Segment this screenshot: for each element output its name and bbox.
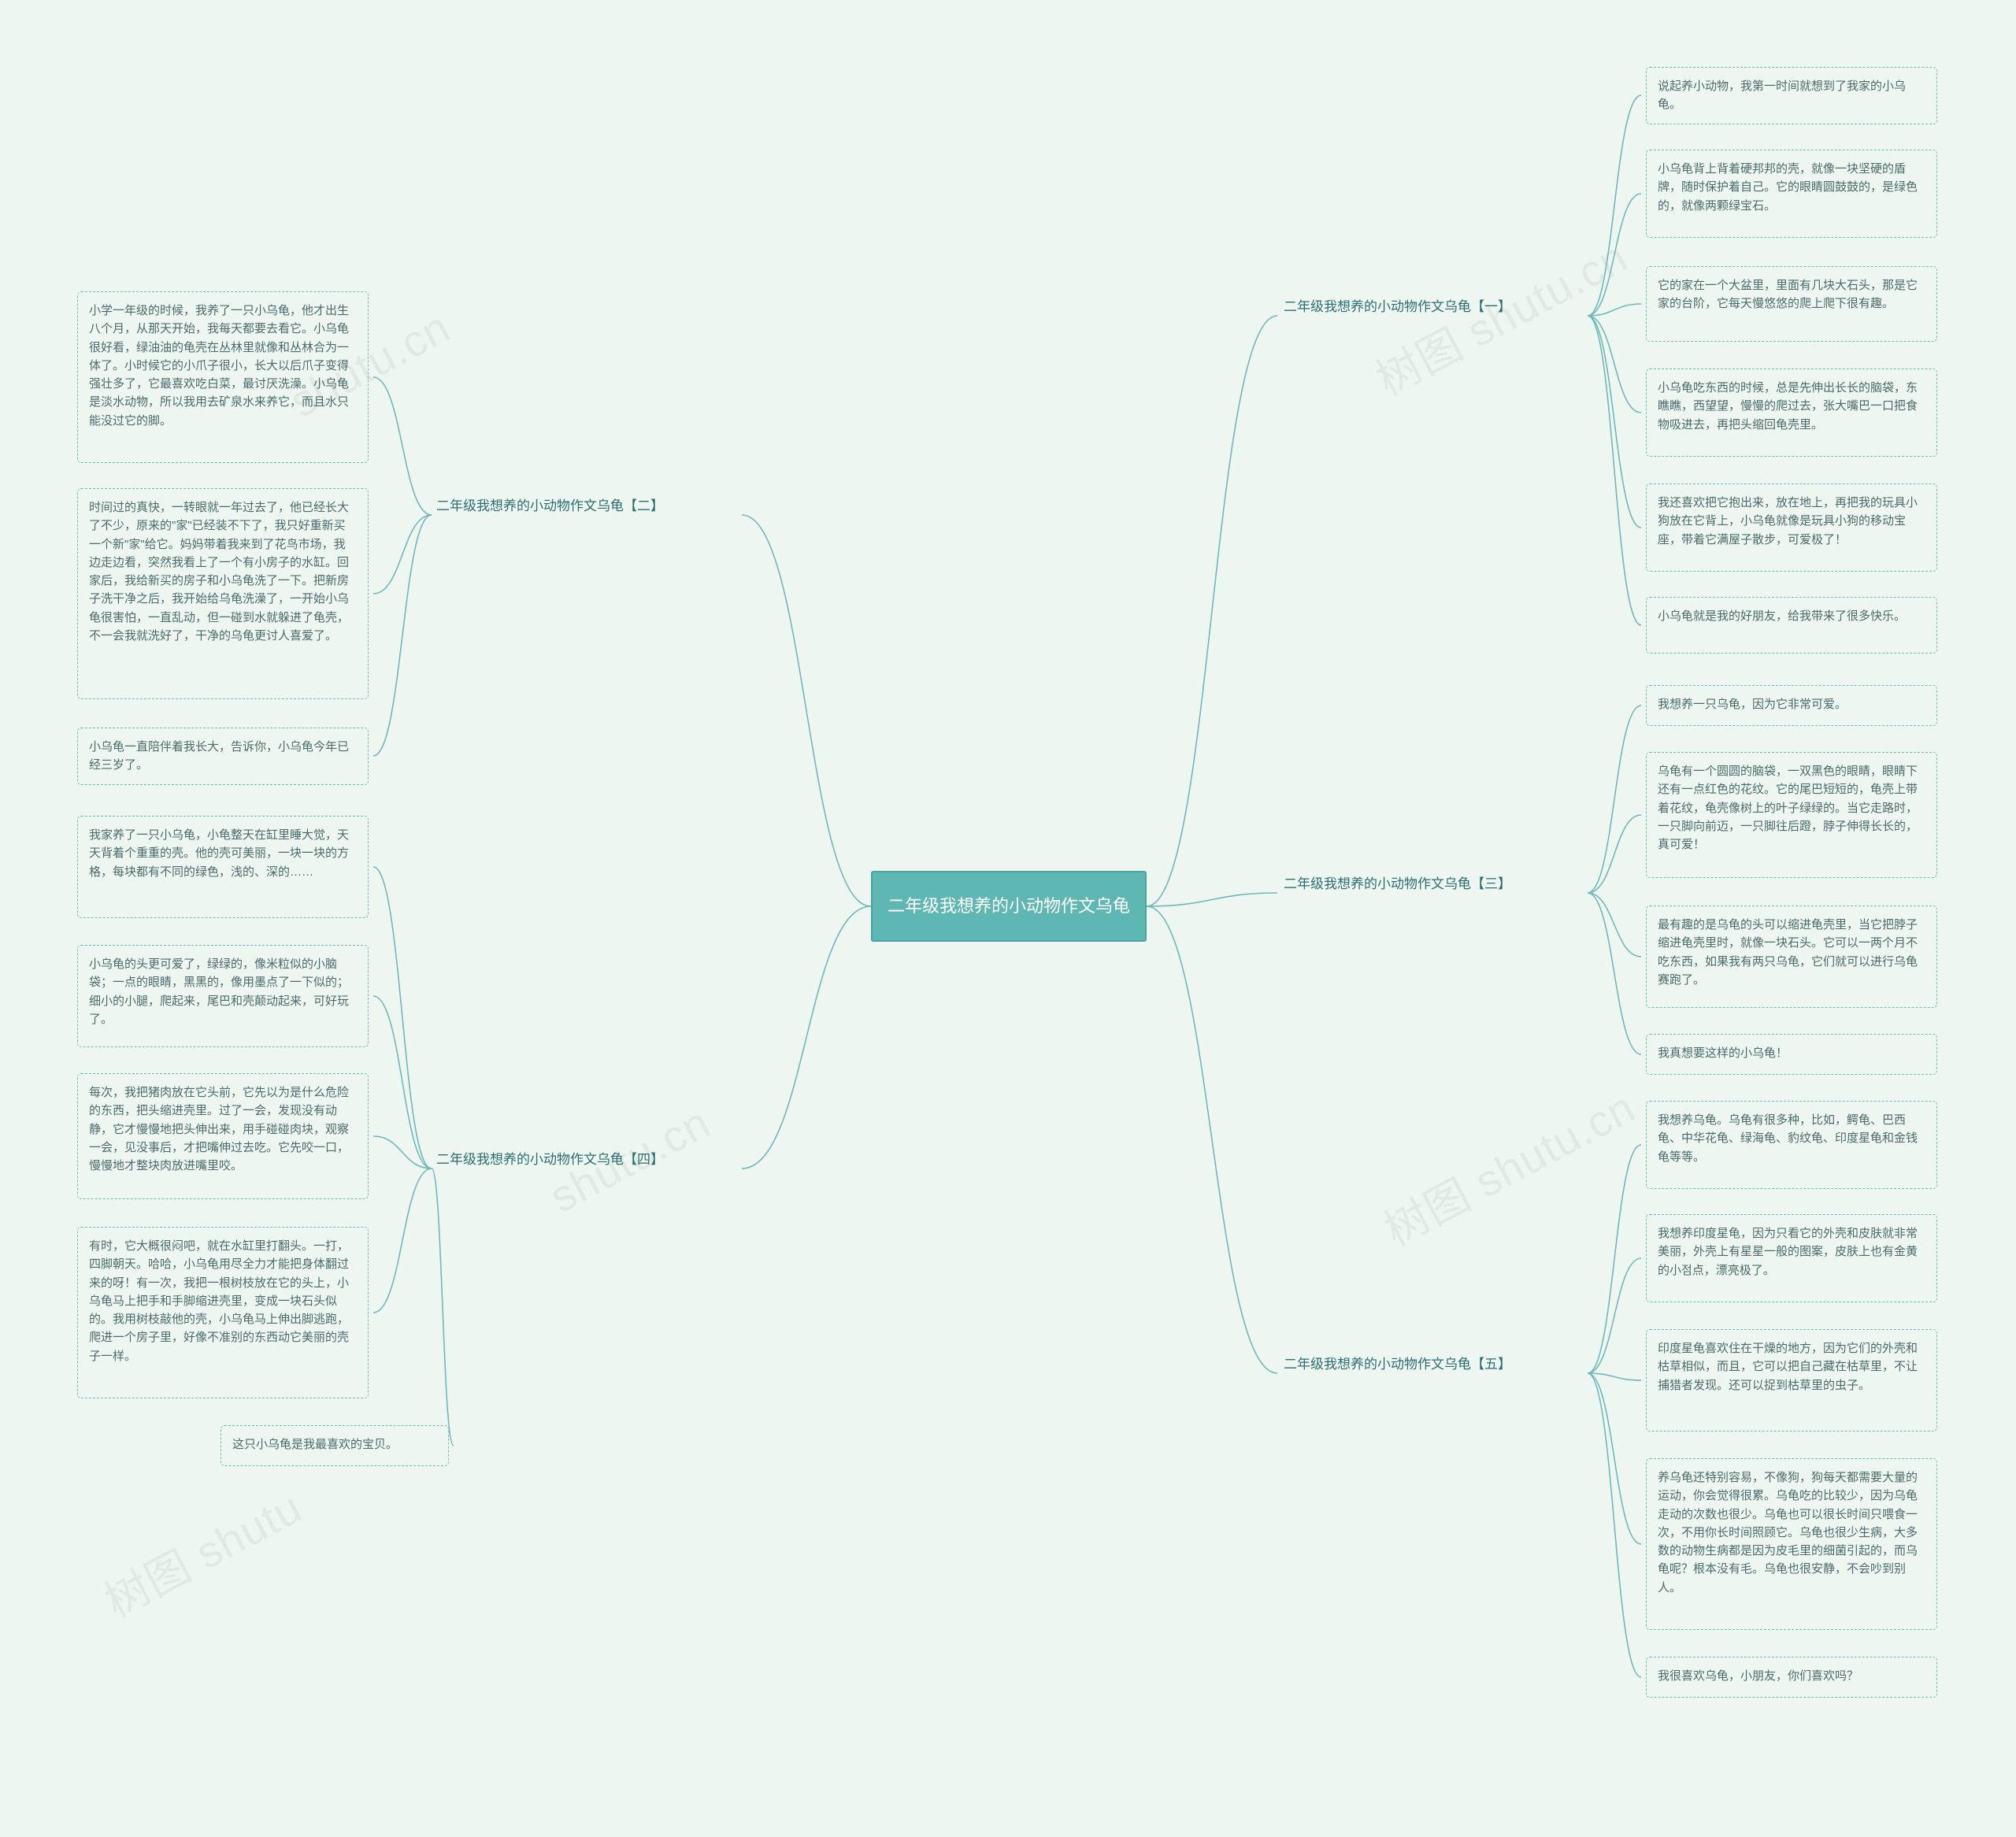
branch-label: 二年级我想养的小动物作文乌龟【一】 xyxy=(1284,299,1511,314)
leaf-node: 说起养小动物，我第一时间就想到了我家的小乌龟。 xyxy=(1646,67,1937,124)
branch-node: 二年级我想养的小动物作文乌龟【二】 xyxy=(436,496,736,517)
leaf-node: 养乌龟还特别容易，不像狗，狗每天都需要大量的运动，你会觉得很累。乌龟吃的比较少，… xyxy=(1646,1458,1937,1630)
leaf-node: 小乌龟背上背着硬邦邦的壳，就像一块坚硬的盾牌，随时保护着自己。它的眼睛圆鼓鼓的，… xyxy=(1646,150,1937,238)
leaf-node: 我想养乌龟。乌龟有很多种，比如，鳄龟、巴西龟、中华花龟、绿海龟、豹纹龟、印度星龟… xyxy=(1646,1101,1937,1189)
leaf-text: 说起养小动物，我第一时间就想到了我家的小乌龟。 xyxy=(1658,80,1906,111)
leaf-text: 我想养一只乌龟，因为它非常可爱。 xyxy=(1658,698,1847,711)
watermark: 树图 shutu xyxy=(92,1473,312,1630)
leaf-node: 印度星龟喜欢住在干燥的地方，因为它们的外壳和枯草相似，而且，它可以把自己藏在枯草… xyxy=(1646,1329,1937,1431)
leaf-node: 小乌龟的头更可爱了，绿绿的，像米粒似的小脑袋；一点的眼睛，黑黑的，像用墨点了一下… xyxy=(77,945,369,1047)
watermark: 树图 shutu.cn xyxy=(1371,1073,1644,1259)
leaf-node: 这只小乌龟是我最喜欢的宝贝。 xyxy=(220,1425,449,1466)
leaf-text: 我家养了一只小乌龟，小龟整天在缸里睡大觉，天天背着个重重的壳。他的壳可美丽，一块… xyxy=(89,828,349,879)
leaf-text: 小乌龟的头更可爱了，绿绿的，像米粒似的小脑袋；一点的眼睛，黑黑的，像用墨点了一下… xyxy=(89,957,349,1026)
leaf-node: 我想养印度星龟，因为只看它的外壳和皮肤就非常美丽，外壳上有星星一般的图案，皮肤上… xyxy=(1646,1214,1937,1302)
leaf-text: 每次，我把猪肉放在它头前，它先以为是什么危险的东西，把头缩进壳里。过了一会，发现… xyxy=(89,1086,349,1172)
leaf-node: 每次，我把猪肉放在它头前，它先以为是什么危险的东西，把头缩进壳里。过了一会，发现… xyxy=(77,1073,369,1199)
leaf-node: 乌龟有一个圆圆的脑袋，一双黑色的眼睛，眼睛下还有一点红色的花纹。它的尾巴短短的，… xyxy=(1646,752,1937,878)
leaf-node: 小乌龟吃东西的时候，总是先伸出长长的脑袋，东瞧瞧，西望望，慢慢的爬过去，张大嘴巴… xyxy=(1646,369,1937,457)
leaf-node: 我很喜欢乌龟，小朋友，你们喜欢吗？ xyxy=(1646,1657,1937,1698)
leaf-text: 养乌龟还特别容易，不像狗，狗每天都需要大量的运动，你会觉得很累。乌龟吃的比较少，… xyxy=(1658,1471,1918,1594)
leaf-text: 印度星龟喜欢住在干燥的地方，因为它们的外壳和枯草相似，而且，它可以把自己藏在枯草… xyxy=(1658,1342,1918,1392)
leaf-text: 乌龟有一个圆圆的脑袋，一双黑色的眼睛，眼睛下还有一点红色的花纹。它的尾巴短短的，… xyxy=(1658,765,1918,851)
leaf-node: 我真想要这样的小乌龟！ xyxy=(1646,1034,1937,1075)
leaf-node: 我家养了一只小乌龟，小龟整天在缸里睡大觉，天天背着个重重的壳。他的壳可美丽，一块… xyxy=(77,816,369,918)
branch-node: 二年级我想养的小动物作文乌龟【一】 xyxy=(1284,297,1583,317)
leaf-text: 我想养印度星龟，因为只看它的外壳和皮肤就非常美丽，外壳上有星星一般的图案，皮肤上… xyxy=(1658,1227,1918,1277)
branch-node: 二年级我想养的小动物作文乌龟【四】 xyxy=(436,1150,736,1170)
branch-node: 二年级我想养的小动物作文乌龟【五】 xyxy=(1284,1354,1583,1375)
leaf-text: 我很喜欢乌龟，小朋友，你们喜欢吗？ xyxy=(1658,1669,1858,1683)
leaf-text: 它的家在一个大盆里，里面有几块大石头，那是它家的台阶，它每天慢悠悠的爬上爬下很有… xyxy=(1658,279,1918,310)
root-label: 二年级我想养的小动物作文乌龟 xyxy=(888,894,1130,919)
branch-label: 二年级我想养的小动物作文乌龟【三】 xyxy=(1284,876,1511,891)
leaf-text: 小学一年级的时候，我养了一只小乌龟，他才出生八个月，从那天开始，我每天都要去看它… xyxy=(89,304,349,428)
branch-label: 二年级我想养的小动物作文乌龟【四】 xyxy=(436,1152,664,1167)
leaf-node: 小乌龟一直陪伴着我长大，告诉你，小乌龟今年已经三岁了。 xyxy=(77,728,369,785)
branch-node: 二年级我想养的小动物作文乌龟【三】 xyxy=(1284,874,1583,894)
leaf-node: 我想养一只乌龟，因为它非常可爱。 xyxy=(1646,685,1937,726)
leaf-node: 时间过的真快，一转眼就一年过去了，他已经长大了不少，原来的"家"已经装不下了，我… xyxy=(77,488,369,699)
leaf-text: 小乌龟吃东西的时候，总是先伸出长长的脑袋，东瞧瞧，西望望，慢慢的爬过去，张大嘴巴… xyxy=(1658,381,1918,431)
leaf-text: 我想养乌龟。乌龟有很多种，比如，鳄龟、巴西龟、中华花龟、绿海龟、豹纹龟、印度星龟… xyxy=(1658,1113,1918,1164)
leaf-node: 有时，它大概很闷吧，就在水缸里打翻头。一打，四脚朝天。哈哈，小乌龟用尽全力才能把… xyxy=(77,1227,369,1398)
leaf-text: 小乌龟一直陪伴着我长大，告诉你，小乌龟今年已经三岁了。 xyxy=(89,740,349,772)
leaf-node: 小乌龟就是我的好朋友，给我带来了很多快乐。 xyxy=(1646,597,1937,654)
leaf-node: 它的家在一个大盆里，里面有几块大石头，那是它家的台阶，它每天慢悠悠的爬上爬下很有… xyxy=(1646,266,1937,342)
leaf-text: 最有趣的是乌龟的头可以缩进龟壳里，当它把脖子缩进龟壳里时，就像一块石头。它可以一… xyxy=(1658,918,1918,987)
mindmap-canvas: shutu.cn树图 shutu.cnshutu.cn树图 shutu.cn树图… xyxy=(0,0,2016,1837)
branch-label: 二年级我想养的小动物作文乌龟【二】 xyxy=(436,498,664,513)
leaf-text: 我真想要这样的小乌龟！ xyxy=(1658,1046,1788,1060)
leaf-node: 我还喜欢把它抱出来，放在地上，再把我的玩具小狗放在它背上，小乌龟就像是玩具小狗的… xyxy=(1646,483,1937,572)
branch-label: 二年级我想养的小动物作文乌龟【五】 xyxy=(1284,1357,1511,1372)
leaf-text: 我还喜欢把它抱出来，放在地上，再把我的玩具小狗放在它背上，小乌龟就像是玩具小狗的… xyxy=(1658,496,1918,546)
leaf-node: 小学一年级的时候，我养了一只小乌龟，他才出生八个月，从那天开始，我每天都要去看它… xyxy=(77,291,369,463)
root-node: 二年级我想养的小动物作文乌龟 xyxy=(871,871,1147,942)
leaf-text: 这只小乌龟是我最喜欢的宝贝。 xyxy=(232,1438,398,1451)
leaf-text: 小乌龟背上背着硬邦邦的壳，就像一块坚硬的盾牌，随时保护着自己。它的眼睛圆鼓鼓的，… xyxy=(1658,162,1918,213)
leaf-text: 有时，它大概很闷吧，就在水缸里打翻头。一打，四脚朝天。哈哈，小乌龟用尽全力才能把… xyxy=(89,1239,349,1363)
leaf-text: 小乌龟就是我的好朋友，给我带来了很多快乐。 xyxy=(1658,609,1906,623)
leaf-text: 时间过的真快，一转眼就一年过去了，他已经长大了不少，原来的"家"已经装不下了，我… xyxy=(89,501,349,643)
leaf-node: 最有趣的是乌龟的头可以缩进龟壳里，当它把脖子缩进龟壳里时，就像一块石头。它可以一… xyxy=(1646,906,1937,1008)
